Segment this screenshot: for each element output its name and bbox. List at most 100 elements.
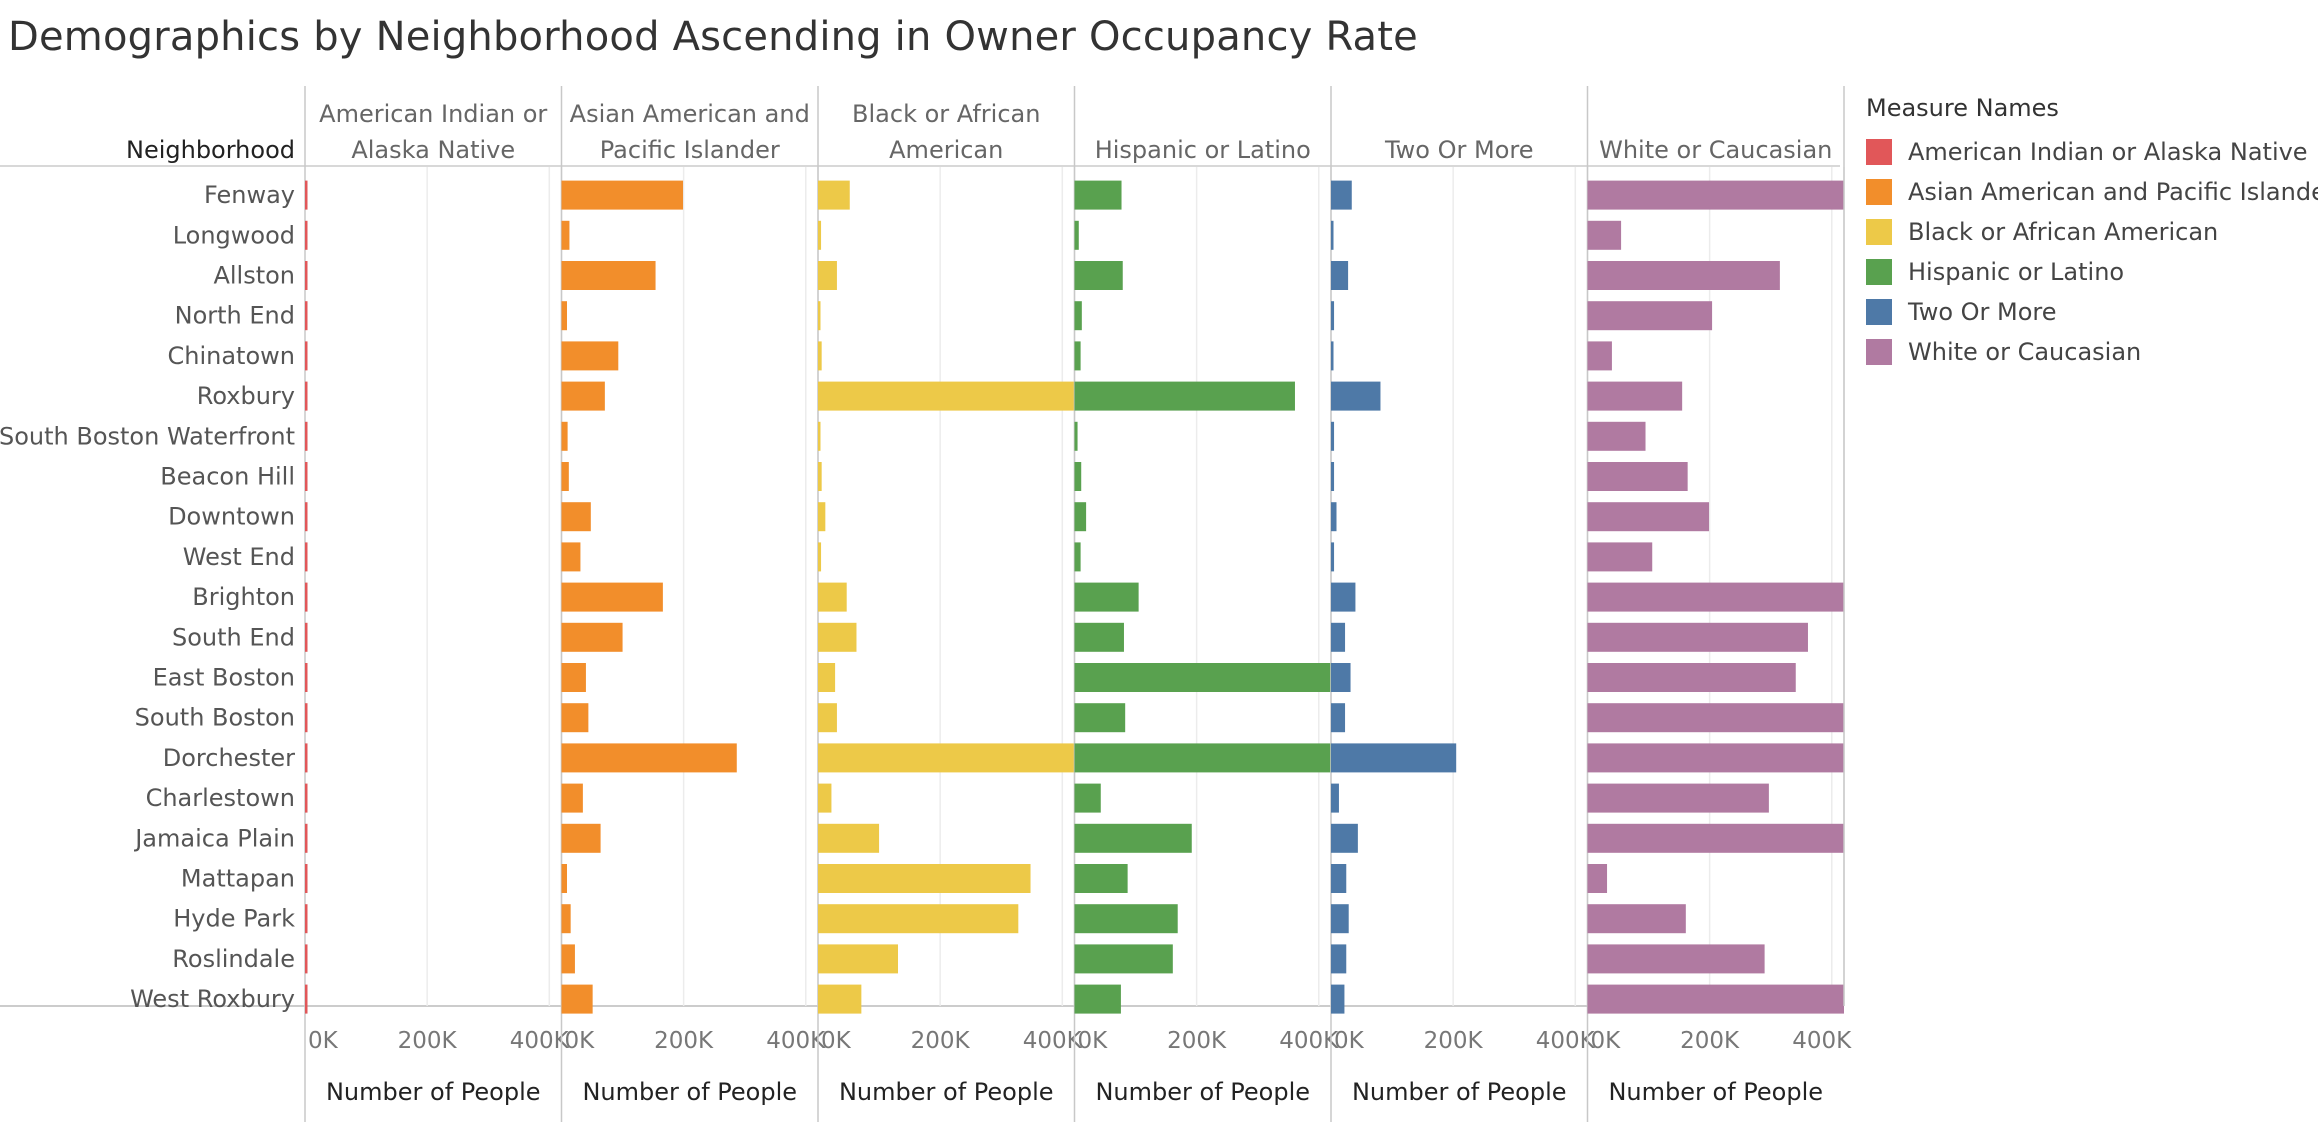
bar-asian-american-and-pacific-islander — [561, 502, 591, 532]
bar-white-or-caucasian — [1587, 864, 1608, 893]
bar-american-indian-or-alaska-native — [305, 180, 308, 210]
category-label: East Boston — [153, 664, 295, 692]
bar-american-indian-or-alaska-native — [305, 904, 308, 934]
axis-tick-label: 0K — [821, 1028, 852, 1054]
axis-title: Number of People — [1608, 1078, 1823, 1106]
bar-asian-american-and-pacific-islander — [561, 462, 569, 491]
bar-two-or-more — [1331, 984, 1345, 1014]
category-label: Roslindale — [172, 945, 295, 973]
bar-two-or-more — [1331, 180, 1352, 210]
legend-item[interactable]: Two Or More — [1866, 292, 2316, 332]
category-label: West Roxbury — [130, 985, 295, 1013]
legend-label: White or Caucasian — [1908, 338, 2142, 366]
bar-asian-american-and-pacific-islander — [561, 944, 575, 974]
axis-title: Number of People — [582, 1078, 797, 1106]
bar-hispanic-or-latino — [1074, 984, 1121, 1014]
axis-tick-label: 0K — [1078, 1028, 1109, 1054]
bar-asian-american-and-pacific-islander — [561, 180, 684, 210]
bar-white-or-caucasian — [1587, 381, 1683, 411]
legend: Measure Names American Indian or Alaska … — [1866, 94, 2318, 372]
bar-white-or-caucasian — [1587, 783, 1769, 813]
bar-two-or-more — [1331, 341, 1334, 371]
bar-white-or-caucasian — [1587, 301, 1713, 331]
bar-black-or-african-american — [818, 341, 822, 371]
bar-black-or-african-american — [818, 984, 862, 1014]
category-label: Downtown — [168, 503, 295, 531]
panel-header: Pacific Islander — [600, 136, 780, 164]
axis-tick-label: 200K — [1680, 1028, 1740, 1054]
bar-black-or-african-american — [818, 220, 822, 250]
bar-two-or-more — [1331, 663, 1351, 692]
bar-hispanic-or-latino — [1074, 663, 1331, 692]
axis-tick-label: 200K — [911, 1028, 971, 1054]
bar-hispanic-or-latino — [1074, 904, 1178, 934]
bar-white-or-caucasian — [1587, 502, 1710, 532]
bar-white-or-caucasian — [1587, 703, 1844, 733]
bar-white-or-caucasian — [1587, 904, 1686, 934]
bar-two-or-more — [1331, 502, 1337, 532]
legend-swatch — [1866, 139, 1892, 165]
bar-black-or-african-american — [818, 421, 821, 451]
axis-tick-label: 400K — [1023, 1028, 1083, 1054]
legend-item[interactable]: American Indian or Alaska Native — [1866, 132, 2316, 172]
panel-header: Hispanic or Latino — [1095, 136, 1311, 164]
category-label: West End — [183, 543, 295, 571]
panel-header: Alaska Native — [351, 136, 515, 164]
axis-tick-label: 0K — [308, 1028, 339, 1054]
bar-american-indian-or-alaska-native — [305, 220, 308, 250]
bar-asian-american-and-pacific-islander — [561, 220, 570, 250]
legend-item[interactable]: White or Caucasian — [1866, 332, 2316, 372]
bar-two-or-more — [1331, 783, 1339, 813]
bar-american-indian-or-alaska-native — [305, 984, 308, 1014]
axis-tick-label: 0K — [565, 1028, 596, 1054]
legend-swatch — [1866, 179, 1892, 205]
axis-tick-label: 0K — [1334, 1028, 1365, 1054]
bar-hispanic-or-latino — [1074, 944, 1173, 974]
category-label: South Boston — [135, 704, 295, 732]
axis-title: Number of People — [1352, 1078, 1567, 1106]
legend-swatch — [1866, 299, 1892, 325]
chart-title: Demographics by Neighborhood Ascending i… — [8, 14, 1418, 60]
bar-white-or-caucasian — [1587, 944, 1765, 974]
category-label: Chinatown — [168, 342, 296, 370]
axis-tick-label: 400K — [1279, 1028, 1339, 1054]
axis-title: Number of People — [1095, 1078, 1310, 1106]
bar-two-or-more — [1331, 301, 1335, 331]
bar-hispanic-or-latino — [1074, 301, 1082, 331]
bar-hispanic-or-latino — [1074, 502, 1087, 532]
axis-title: Number of People — [326, 1078, 541, 1106]
bar-asian-american-and-pacific-islander — [561, 622, 623, 652]
bar-black-or-african-american — [818, 381, 1075, 411]
bar-white-or-caucasian — [1587, 582, 1844, 612]
legend-label: Asian American and Pacific Islander — [1908, 178, 2318, 206]
bar-asian-american-and-pacific-islander — [561, 984, 593, 1014]
legend-label: Hispanic or Latino — [1908, 258, 2125, 286]
axis-tick-label: 400K — [510, 1028, 570, 1054]
bar-two-or-more — [1331, 944, 1347, 974]
bar-hispanic-or-latino — [1074, 462, 1082, 491]
bar-white-or-caucasian — [1587, 421, 1646, 451]
bar-white-or-caucasian — [1587, 220, 1622, 250]
legend-item[interactable]: Hispanic or Latino — [1866, 252, 2316, 292]
bar-white-or-caucasian — [1587, 462, 1688, 491]
axis-tick-label: 0K — [1591, 1028, 1622, 1054]
bar-two-or-more — [1331, 462, 1335, 491]
chart-canvas: Neighborhood Fenway Longwood Allston North E… — [0, 86, 1852, 1122]
category-label: Allston — [213, 262, 295, 290]
legend-item[interactable]: Asian American and Pacific Islander — [1866, 172, 2318, 212]
bar-two-or-more — [1331, 220, 1334, 250]
category-label: Fenway — [204, 181, 295, 209]
bar-black-or-african-american — [818, 462, 822, 491]
bar-two-or-more — [1331, 864, 1347, 893]
bar-black-or-african-american — [818, 703, 837, 733]
category-label: Jamaica Plain — [133, 824, 295, 852]
category-label: South Boston Waterfront — [0, 422, 295, 450]
legend-item[interactable]: Black or African American — [1866, 212, 2316, 252]
bar-two-or-more — [1331, 542, 1335, 572]
legend-items: American Indian or Alaska Native Asian Am… — [1866, 132, 2318, 372]
bar-hispanic-or-latino — [1074, 180, 1122, 210]
bar-asian-american-and-pacific-islander — [561, 743, 737, 773]
bar-american-indian-or-alaska-native — [305, 502, 308, 532]
bar-american-indian-or-alaska-native — [305, 743, 308, 773]
bar-american-indian-or-alaska-native — [305, 622, 308, 652]
